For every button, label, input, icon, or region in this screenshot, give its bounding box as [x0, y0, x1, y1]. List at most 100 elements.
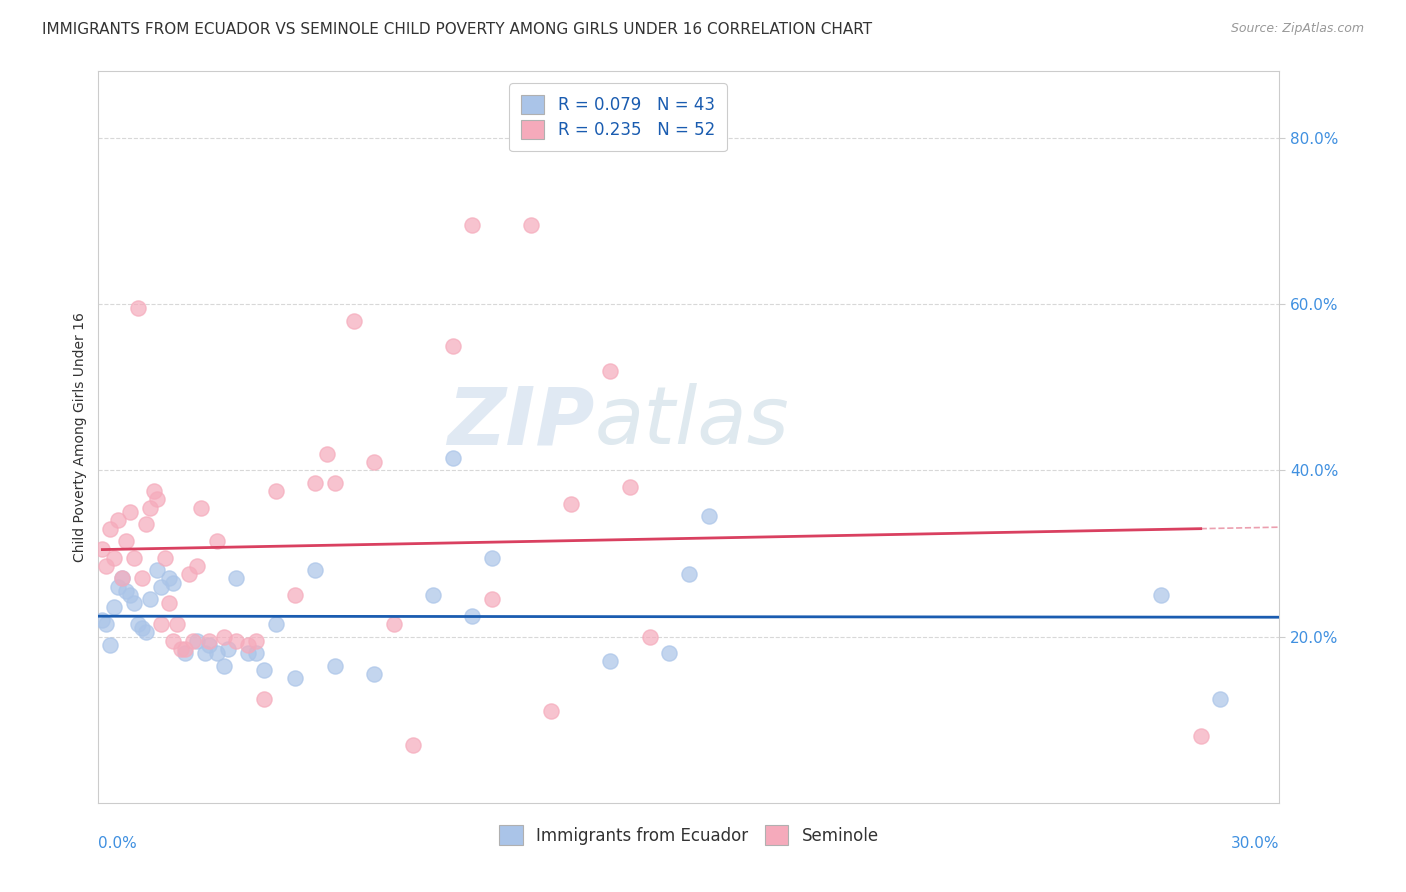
- Point: [264, 484, 287, 499]
- Point: [1189, 729, 1212, 743]
- Point: [422, 588, 444, 602]
- Point: [236, 646, 259, 660]
- Point: [461, 218, 484, 232]
- Point: [441, 338, 464, 352]
- Point: [91, 542, 114, 557]
- Point: [638, 630, 661, 644]
- Point: [166, 617, 188, 632]
- Point: [157, 596, 180, 610]
- Point: [343, 314, 366, 328]
- Point: [304, 475, 326, 490]
- Point: [98, 521, 121, 535]
- Point: [225, 571, 247, 585]
- Point: [115, 583, 138, 598]
- Point: [236, 638, 259, 652]
- Point: [599, 655, 621, 669]
- Point: [197, 638, 219, 652]
- Point: [186, 633, 208, 648]
- Point: [146, 492, 169, 507]
- Point: [323, 658, 346, 673]
- Point: [107, 580, 129, 594]
- Point: [194, 646, 217, 660]
- Point: [560, 497, 582, 511]
- Point: [323, 475, 346, 490]
- Point: [678, 567, 700, 582]
- Point: [402, 738, 425, 752]
- Point: [181, 633, 204, 648]
- Point: [1209, 692, 1232, 706]
- Point: [658, 646, 681, 660]
- Point: [91, 613, 114, 627]
- Point: [245, 646, 267, 660]
- Point: [284, 588, 307, 602]
- Point: [481, 550, 503, 565]
- Point: [135, 625, 157, 640]
- Point: [1150, 588, 1173, 602]
- Point: [103, 600, 125, 615]
- Point: [157, 571, 180, 585]
- Point: [461, 608, 484, 623]
- Point: [253, 692, 276, 706]
- Point: [162, 575, 184, 590]
- Point: [122, 550, 145, 565]
- Point: [103, 550, 125, 565]
- Point: [214, 630, 236, 644]
- Point: [115, 533, 138, 548]
- Point: [131, 621, 153, 635]
- Text: ZIP: ZIP: [447, 384, 595, 461]
- Point: [225, 633, 247, 648]
- Point: [111, 571, 134, 585]
- Point: [304, 563, 326, 577]
- Point: [127, 617, 149, 632]
- Point: [135, 517, 157, 532]
- Point: [190, 500, 212, 515]
- Point: [107, 513, 129, 527]
- Point: [245, 633, 267, 648]
- Point: [205, 646, 228, 660]
- Point: [174, 642, 197, 657]
- Point: [619, 480, 641, 494]
- Point: [363, 455, 385, 469]
- Point: [146, 563, 169, 577]
- Point: [441, 450, 464, 465]
- Point: [96, 558, 118, 573]
- Point: [599, 363, 621, 377]
- Point: [315, 447, 337, 461]
- Point: [520, 218, 543, 232]
- Point: [382, 617, 405, 632]
- Point: [214, 658, 236, 673]
- Point: [122, 596, 145, 610]
- Point: [540, 705, 562, 719]
- Point: [264, 617, 287, 632]
- Point: [481, 592, 503, 607]
- Text: 0.0%: 0.0%: [98, 836, 138, 851]
- Point: [155, 550, 177, 565]
- Point: [118, 588, 141, 602]
- Y-axis label: Child Poverty Among Girls Under 16: Child Poverty Among Girls Under 16: [73, 312, 87, 562]
- Point: [697, 509, 720, 524]
- Point: [170, 642, 193, 657]
- Point: [96, 617, 118, 632]
- Point: [217, 642, 239, 657]
- Point: [150, 617, 173, 632]
- Point: [177, 567, 200, 582]
- Point: [131, 571, 153, 585]
- Point: [284, 671, 307, 685]
- Point: [162, 633, 184, 648]
- Point: [111, 571, 134, 585]
- Point: [142, 484, 165, 499]
- Point: [197, 633, 219, 648]
- Legend: Immigrants from Ecuador, Seminole: Immigrants from Ecuador, Seminole: [491, 817, 887, 853]
- Point: [98, 638, 121, 652]
- Point: [127, 301, 149, 316]
- Point: [138, 500, 160, 515]
- Text: atlas: atlas: [595, 384, 789, 461]
- Point: [363, 667, 385, 681]
- Point: [118, 505, 141, 519]
- Point: [174, 646, 197, 660]
- Point: [205, 533, 228, 548]
- Point: [253, 663, 276, 677]
- Text: 30.0%: 30.0%: [1232, 836, 1279, 851]
- Point: [150, 580, 173, 594]
- Text: Source: ZipAtlas.com: Source: ZipAtlas.com: [1230, 22, 1364, 36]
